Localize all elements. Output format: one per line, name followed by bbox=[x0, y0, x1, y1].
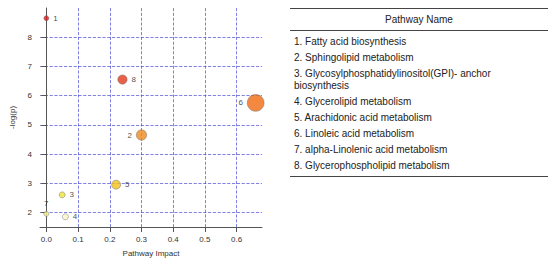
svg-text:2: 2 bbox=[128, 131, 133, 140]
html-text:5. Arachidonic acid metabolism: 5. Arachidonic acid metabolism bbox=[294, 112, 432, 123]
svg-text:Pathway Impact: Pathway Impact bbox=[123, 249, 181, 258]
svg-text:3: 3 bbox=[69, 190, 74, 199]
svg-text:0.0: 0.0 bbox=[41, 235, 53, 244]
svg-text:-log(p): -log(p) bbox=[8, 106, 17, 129]
html-text:Pathway Name: Pathway Name bbox=[385, 14, 453, 25]
svg-text:5: 5 bbox=[125, 180, 130, 189]
svg-text:7: 7 bbox=[44, 199, 49, 208]
svg-text:0.2: 0.2 bbox=[104, 235, 116, 244]
svg-text:8: 8 bbox=[28, 33, 33, 42]
html-text:7. alpha-Linolenic acid metabo: 7. alpha-Linolenic acid metabolism bbox=[294, 144, 448, 155]
svg-text:4: 4 bbox=[73, 212, 78, 221]
svg-text:0.3: 0.3 bbox=[136, 235, 148, 244]
svg-text:3: 3 bbox=[28, 179, 33, 188]
svg-text:7: 7 bbox=[28, 62, 33, 71]
svg-text:6: 6 bbox=[238, 98, 243, 107]
html-text:6. Linoleic acid metabolism: 6. Linoleic acid metabolism bbox=[294, 128, 415, 139]
html-text:1. Fatty acid biosynthesis: 1. Fatty acid biosynthesis bbox=[294, 36, 407, 47]
svg-text:0.1: 0.1 bbox=[72, 235, 84, 244]
svg-text:2: 2 bbox=[28, 208, 33, 217]
svg-text:0.4: 0.4 bbox=[168, 235, 180, 244]
svg-text:6: 6 bbox=[28, 91, 33, 100]
html-text:8. Glycerophospholipid metabol: 8. Glycerophospholipid metabolism bbox=[294, 160, 450, 171]
html-text:3. Glycosylphosphatidylinosito: 3. Glycosylphosphatidylinositol(GPI)- an… bbox=[294, 68, 491, 91]
svg-text:8: 8 bbox=[131, 75, 136, 84]
svg-text:0.5: 0.5 bbox=[199, 235, 211, 244]
html-text:4. Glycerolipid metabolism: 4. Glycerolipid metabolism bbox=[294, 96, 412, 107]
html-text:2. Sphingolipid metabolism: 2. Sphingolipid metabolism bbox=[294, 52, 414, 63]
svg-text:1: 1 bbox=[53, 14, 58, 23]
svg-text:0.6: 0.6 bbox=[231, 235, 243, 244]
svg-text:5: 5 bbox=[28, 120, 33, 129]
svg-text:4: 4 bbox=[28, 150, 33, 159]
